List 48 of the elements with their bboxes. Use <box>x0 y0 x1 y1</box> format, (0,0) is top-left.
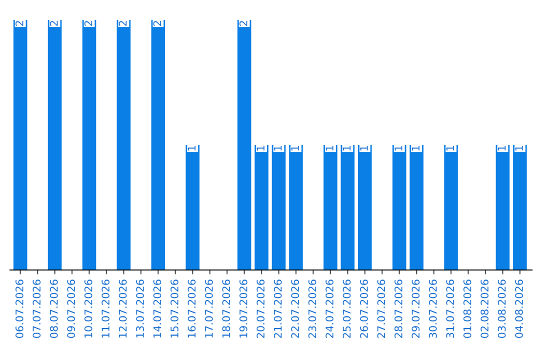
data-label: 1 <box>326 146 334 150</box>
data-label: 1 <box>360 146 368 150</box>
data-label: 1 <box>446 146 454 150</box>
data-label: 2 <box>239 21 248 26</box>
x-tick-label: 19.07.2026 <box>239 280 248 338</box>
x-tick-label: 06.07.2026 <box>15 280 24 338</box>
data-label: 1 <box>188 146 196 150</box>
x-tick-label: 01.08.2026 <box>463 280 472 338</box>
x-tick-label: 07.07.2026 <box>32 280 41 338</box>
x-tick-label: 26.07.2026 <box>360 280 368 338</box>
x-tick-label: 15.07.2026 <box>170 280 178 338</box>
x-tick-label: 31.07.2026 <box>446 280 454 338</box>
x-tick-label: 28.07.2026 <box>394 280 402 338</box>
data-label: 2 <box>50 21 58 26</box>
x-tick-label: 14.07.2026 <box>153 280 162 338</box>
data-label: 1 <box>412 146 420 150</box>
x-tick-label: 17.07.2026 <box>204 280 213 338</box>
x-tick-label: 27.07.2026 <box>377 280 386 338</box>
data-label: 1 <box>498 146 506 150</box>
x-tick-label: 10.07.2026 <box>84 280 92 338</box>
x-tick-label: 02.08.2026 <box>480 280 489 338</box>
data-label: 2 <box>153 21 162 26</box>
data-label: 1 <box>394 146 402 150</box>
x-tick-label: 23.07.2026 <box>308 280 316 338</box>
x-tick-label: 21.07.2026 <box>274 280 282 338</box>
x-tick-label: 08.07.2026 <box>50 280 58 338</box>
x-tick-label: 18.07.2026 <box>222 280 230 338</box>
data-label: 2 <box>84 21 92 26</box>
x-tick-label: 24.07.2026 <box>326 280 334 338</box>
data-label: 1 <box>274 146 282 150</box>
data-label: 1 <box>291 146 299 150</box>
data-label: 1 <box>342 146 351 150</box>
data-label: 2 <box>15 21 24 26</box>
x-tick-label: 25.07.2026 <box>342 280 351 338</box>
x-tick-label: 20.07.2026 <box>256 280 265 338</box>
x-tick-label: 11.07.2026 <box>102 280 110 338</box>
x-tick-label: 09.07.2026 <box>67 280 76 338</box>
x-tick-label: 16.07.2026 <box>188 280 196 338</box>
x-tick-label: 30.07.2026 <box>428 280 437 338</box>
x-tick-label: 13.07.2026 <box>136 280 144 338</box>
x-tick-label: 04.08.2026 <box>515 280 523 338</box>
x-tick-label: 22.07.2026 <box>291 280 300 338</box>
x-tick-label: 29.07.2026 <box>412 280 420 338</box>
data-label: 2 <box>118 21 127 26</box>
x-tick-label: 03.08.2026 <box>498 280 506 338</box>
x-tick-label: 12.07.2026 <box>118 280 127 338</box>
data-label: 1 <box>515 146 523 150</box>
data-label: 1 <box>256 146 264 150</box>
